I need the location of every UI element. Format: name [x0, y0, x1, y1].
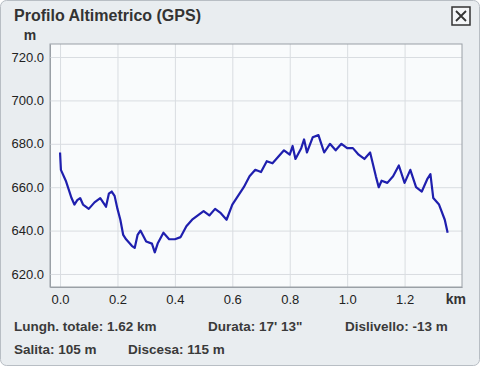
x-axis: 0.0 0.2 0.4 0.6 0.8 1.0 1.2 [51, 44, 463, 307]
close-box [452, 7, 470, 25]
grid-line [50, 274, 462, 275]
grid-line [347, 44, 348, 287]
summary-text: Lungh. totale: 1.62 km [14, 319, 157, 334]
tick: 640.0 [11, 223, 462, 238]
series [60, 135, 448, 252]
title: Profilo Altimetrico (GPS) [14, 7, 201, 24]
close-cross [456, 11, 466, 21]
tick: 720.0 [11, 50, 462, 65]
tick: 1.0 [339, 44, 357, 307]
tick: 700.0 [11, 93, 462, 108]
grid-line [50, 57, 462, 58]
tick-label: 0.8 [281, 292, 299, 307]
panel-background [1, 1, 480, 366]
grid-line [50, 144, 462, 145]
chart: Profilo Altimetrico (GPS) 0.0 0.2 0.4 0.6 0.8… [0, 0, 480, 366]
y-axis: 620.0 640.0 660.0 680.0 700.0 720.0 [11, 45, 462, 288]
tick-label: 0.0 [52, 292, 70, 307]
tick-label: 640.0 [11, 223, 44, 238]
tick: 620.0 [11, 267, 462, 282]
grid-line [50, 187, 462, 188]
plot-frame [50, 44, 462, 287]
summary-text: Discesa: 115 m [128, 342, 225, 357]
tick-label: 680.0 [11, 136, 44, 151]
tick-label: 0.4 [166, 292, 184, 307]
tick-label: 1.0 [339, 292, 357, 307]
x-axis-label: km [446, 291, 466, 307]
tick-label: 720.0 [11, 50, 44, 65]
summary-text: Salita: 105 m [14, 342, 97, 357]
grid-line [405, 44, 406, 287]
grid-line [175, 44, 176, 287]
grid-line [50, 100, 462, 101]
grid-line [232, 44, 233, 287]
tick-label: 620.0 [11, 267, 44, 282]
elevation-line [60, 135, 448, 252]
summary-text: Dislivello: -13 m [345, 319, 448, 334]
close-icon [452, 7, 470, 25]
tick: 0.4 [166, 44, 184, 307]
y-axis-label: m [24, 27, 36, 43]
tick: 0.6 [224, 44, 242, 307]
tick: 0.8 [281, 44, 299, 307]
tick: 0.2 [109, 44, 127, 307]
grid-line [290, 44, 291, 287]
tick-label: 0.6 [224, 292, 242, 307]
grid-line [117, 44, 118, 287]
tick-label: 660.0 [11, 180, 44, 195]
tick-label: 700.0 [11, 93, 44, 108]
plot: 0.0 0.2 0.4 0.6 0.8 1.0 1.2 620.0 640.0 660.0 680.… [11, 44, 462, 307]
tick-label: 1.2 [396, 292, 414, 307]
grid-line [50, 231, 462, 232]
tick-label: 0.2 [109, 292, 127, 307]
summary-text: Durata: 17' 13" [208, 319, 302, 334]
plot-background [50, 44, 462, 287]
tick: 680.0 [11, 136, 462, 151]
tick: 660.0 [11, 180, 462, 195]
tick: 0.0 [52, 44, 70, 307]
